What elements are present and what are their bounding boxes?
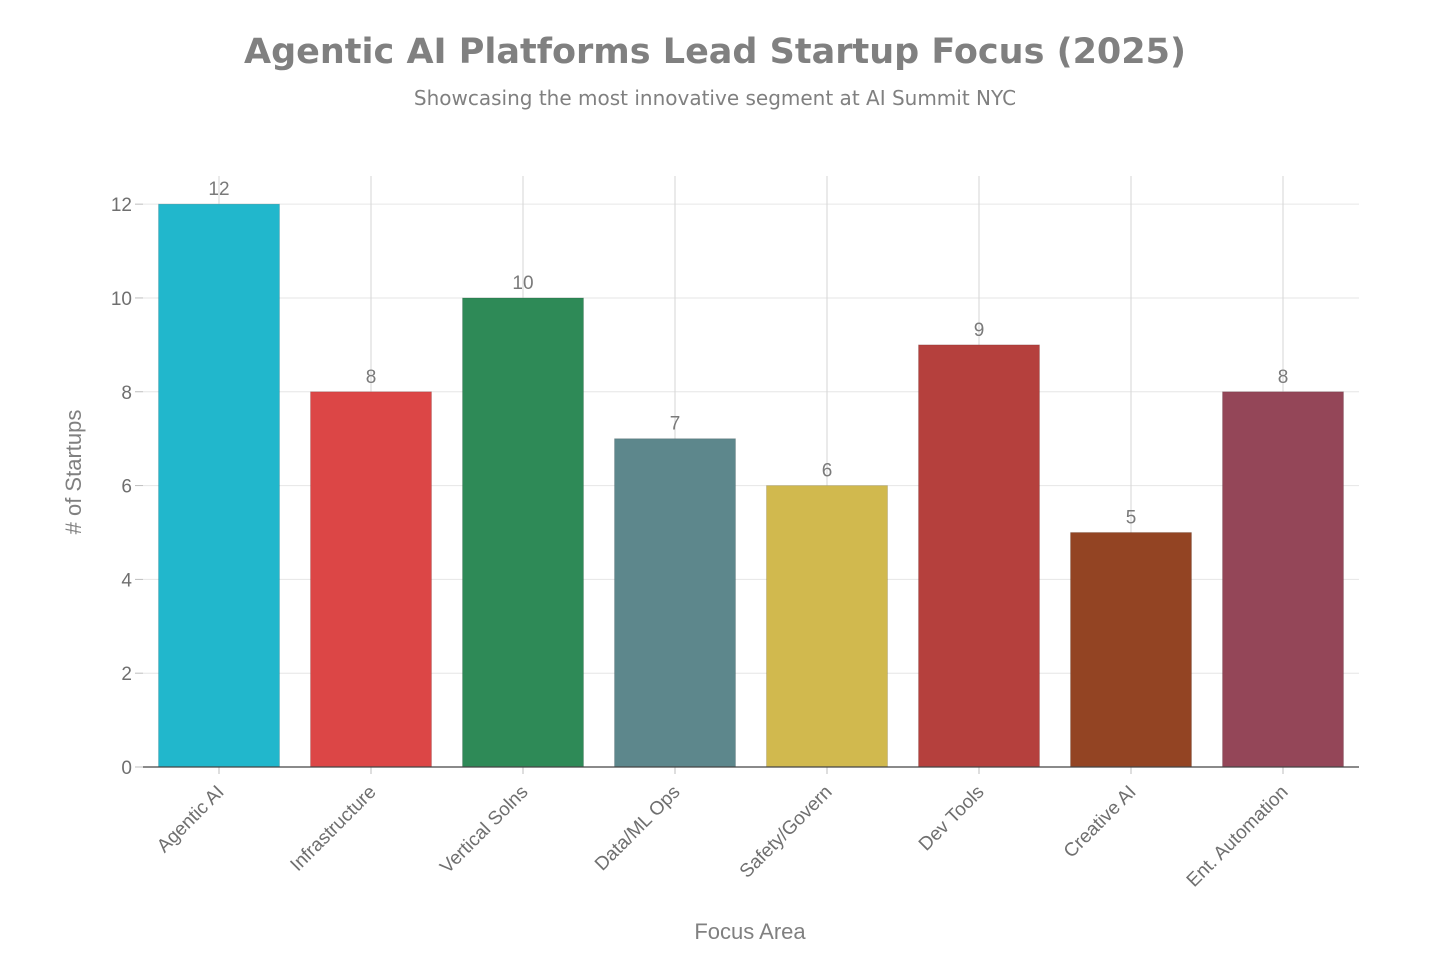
bar-value-label: 10 [512, 273, 533, 294]
x-tick-label: Ent. Automation [1183, 782, 1293, 892]
x-tick-label: Creative AI [1060, 782, 1141, 863]
bar [462, 297, 584, 768]
y-tick-label: 10 [111, 289, 132, 310]
y-tick-label: 6 [121, 477, 132, 498]
bar-value-label: 8 [366, 367, 377, 388]
x-tick-label: Agentic AI [153, 782, 228, 857]
x-tick-label: Dev Tools [915, 782, 989, 856]
y-axis-ticks: 0 2 4 6 8 10 12 [111, 195, 143, 779]
x-tick-label: Infrastructure [287, 782, 381, 876]
bar [1222, 391, 1344, 768]
chart-subtitle: Showcasing the most innovative segment a… [414, 86, 1016, 110]
bar [614, 438, 736, 768]
bar-value-label: 7 [670, 414, 681, 435]
y-axis-title: # of Startups [61, 410, 86, 535]
chart-title: Agentic AI Platforms Lead Startup Focus … [244, 32, 1186, 72]
y-tick-label: 4 [121, 570, 132, 591]
x-axis-title: Focus Area [694, 919, 806, 944]
y-tick-label: 12 [111, 195, 132, 216]
y-tick-label: 2 [121, 664, 132, 685]
bar-value-label: 6 [822, 461, 833, 482]
bar-value-label: 5 [1126, 507, 1137, 528]
bar [1070, 531, 1192, 768]
bars [158, 203, 1344, 768]
x-tick-label: Vertical Solns [436, 782, 532, 878]
bar-value-label: 8 [1278, 367, 1289, 388]
bar [918, 344, 1040, 768]
bar [766, 485, 888, 768]
value-labels: 12 8 10 7 6 9 5 8 [208, 179, 1288, 528]
bar-value-label: 9 [974, 320, 985, 341]
bar [310, 391, 432, 768]
x-tick-label: Data/ML Ops [591, 782, 685, 876]
bar-value-label: 12 [208, 179, 229, 200]
y-tick-label: 0 [121, 758, 132, 779]
bar [158, 203, 280, 768]
x-axis-ticks: Agentic AI Infrastructure Vertical Solns Da… [153, 767, 1293, 892]
y-tick-label: 8 [121, 383, 132, 404]
x-tick-label: Safety/Govern [736, 782, 837, 883]
